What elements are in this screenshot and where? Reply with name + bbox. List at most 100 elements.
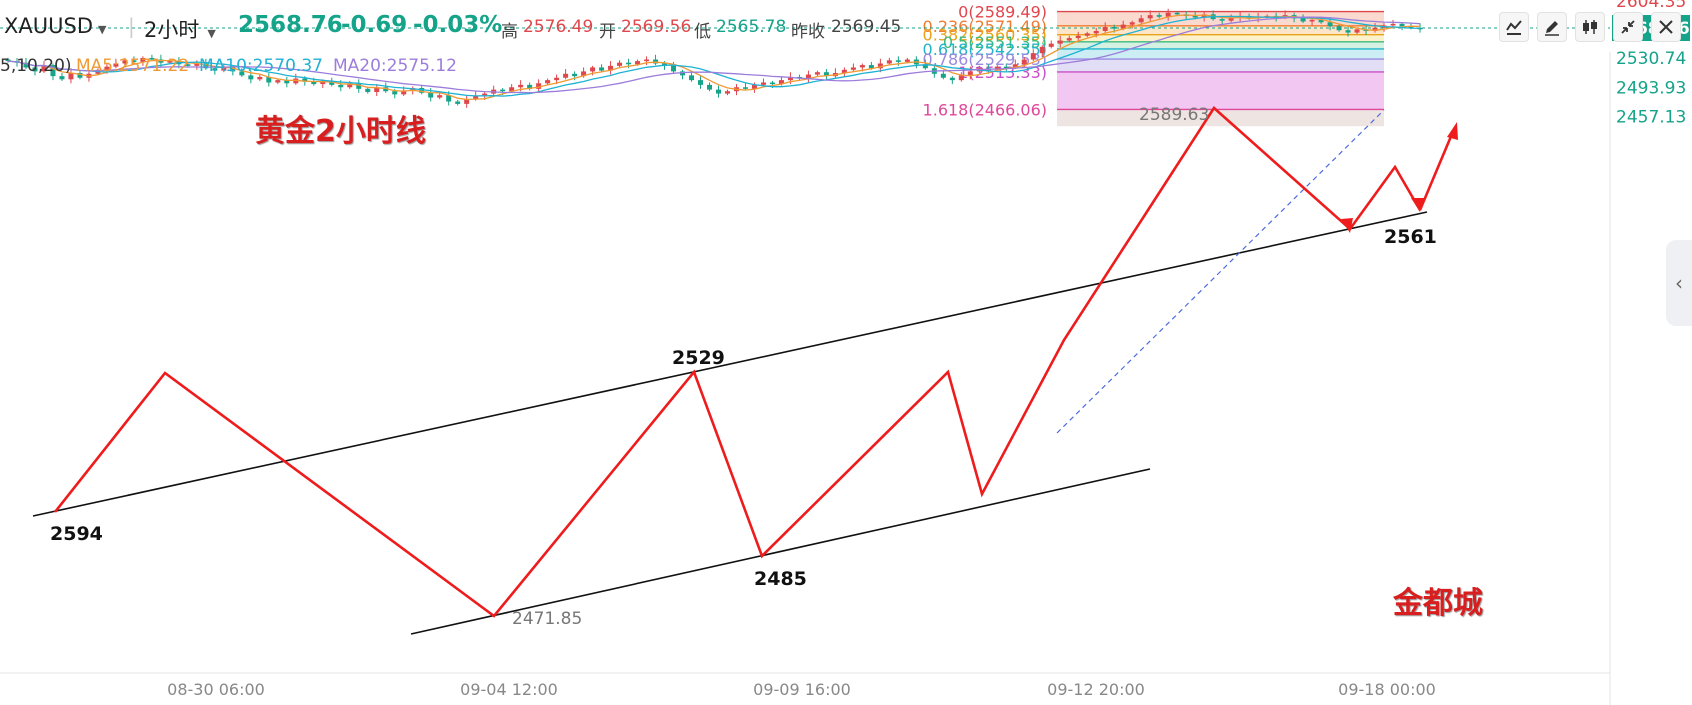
- candle-body: [671, 65, 677, 72]
- low-value: 2565.78: [716, 17, 787, 37]
- arrow-head: [1341, 218, 1353, 233]
- upper-trendline: [32, 211, 1428, 517]
- candle-body: [1138, 18, 1144, 23]
- candle-body: [437, 95, 443, 98]
- y-tick-label: 2457.13: [1616, 107, 1686, 127]
- candle-body: [356, 83, 362, 89]
- candle-body: [23, 62, 29, 68]
- candle-body: [527, 84, 533, 89]
- candle-body: [1327, 22, 1333, 27]
- candle-body: [724, 91, 730, 94]
- chevron-left-icon: ‹: [1675, 271, 1683, 295]
- symbol-label: XAUUSD: [4, 14, 93, 38]
- fib-band-1: [1057, 71, 1384, 110]
- arrow-head: [1411, 198, 1424, 212]
- arrow-head: [1447, 122, 1458, 140]
- candle-body: [1066, 38, 1072, 41]
- candle-body: [68, 72, 74, 80]
- candle-body: [653, 59, 659, 64]
- brand-watermark: 金都城: [1393, 586, 1483, 621]
- candle-body: [1111, 27, 1117, 29]
- candle-body: [500, 89, 506, 92]
- candle-body: [1048, 43, 1054, 47]
- candle-body: [1192, 15, 1198, 18]
- candle-body: [1057, 40, 1063, 44]
- candlestick-icon: [1583, 20, 1597, 34]
- candle-body: [1201, 14, 1207, 18]
- line-chart-button[interactable]: [1499, 12, 1529, 42]
- line-chart-icon: [1506, 20, 1522, 35]
- candle-body: [742, 87, 748, 89]
- close-button[interactable]: [1651, 12, 1681, 42]
- divider: |: [128, 14, 135, 38]
- swing-label-2529: 2529: [672, 347, 725, 369]
- candle-body: [149, 57, 155, 60]
- collapse-button[interactable]: [1613, 12, 1643, 42]
- high-value: 2576.49: [523, 17, 594, 37]
- last-price: 2568.76: [238, 12, 343, 38]
- side-panel-toggle[interactable]: ‹: [1666, 240, 1692, 326]
- swing-low-label: 2471.85: [512, 609, 582, 629]
- candle-body: [599, 67, 605, 71]
- candle-body: [698, 80, 704, 85]
- candle-body: [239, 71, 245, 76]
- fib-band-0.618: [1057, 48, 1384, 60]
- candle-body: [877, 63, 883, 69]
- symbol-selector[interactable]: XAUUSD ▼: [4, 14, 106, 38]
- candle-body: [590, 67, 596, 72]
- ma-params: 5,10,20): [0, 56, 72, 76]
- candle-body: [113, 63, 119, 67]
- candle-body: [635, 61, 641, 65]
- candle-body: [554, 77, 560, 81]
- candle-body: [1408, 26, 1414, 28]
- swing-label-2594: 2594: [50, 523, 103, 545]
- candle-body: [1120, 24, 1126, 29]
- candle-body: [581, 71, 587, 77]
- candle-body: [248, 75, 254, 80]
- y-tick-label: 2604.35: [1616, 0, 1686, 12]
- candle-body: [572, 73, 578, 77]
- candle-body: [419, 88, 425, 93]
- ma10-value: MA10:2570.37: [199, 56, 323, 76]
- fib-label-0.236: 0.236(2571.49): [923, 17, 1047, 36]
- candle-body: [59, 76, 65, 80]
- candle-body: [329, 80, 335, 85]
- fib-label-0.618: 0.618(2542.35): [923, 40, 1047, 59]
- fib-band-0.236: [1057, 25, 1384, 35]
- draw-button[interactable]: [1537, 12, 1567, 42]
- candle-body: [1390, 23, 1396, 26]
- candle-body: [1021, 59, 1027, 65]
- candle-body: [814, 72, 820, 75]
- fib-anchor-line: [1056, 109, 1385, 434]
- candle-body: [518, 84, 524, 88]
- candle-body: [428, 92, 434, 98]
- candle-body: [536, 83, 542, 89]
- candle-body: [1219, 19, 1225, 21]
- candle-body: [1354, 29, 1360, 33]
- candle-body: [464, 99, 470, 104]
- candle-body: [104, 66, 110, 70]
- candle-body: [5, 59, 11, 62]
- fib-band-0.786: [1057, 59, 1384, 72]
- x-tick-label: 09-18 00:00: [1338, 680, 1436, 699]
- candle-style-button[interactable]: [1575, 12, 1605, 42]
- candle-body: [644, 59, 650, 62]
- candle-body: [338, 84, 344, 88]
- candle-body: [77, 72, 83, 78]
- x-tick-label: 09-04 12:00: [460, 680, 558, 699]
- candle-body: [374, 87, 380, 93]
- y-tick-label: 2530.74: [1616, 49, 1686, 69]
- fib-label-0.5: 0.5(2551.35): [943, 33, 1047, 52]
- candle-body: [805, 74, 811, 79]
- candle-body: [850, 67, 856, 70]
- candle-body: [365, 88, 371, 93]
- candle-body: [1165, 12, 1171, 17]
- ma5-value: MA5:2571.22: [76, 56, 190, 76]
- swing-high-label: 2589.63: [1139, 105, 1209, 125]
- prev-close-label: 昨收: [791, 22, 825, 42]
- timeframe-selector[interactable]: 2小时 ▼: [144, 14, 216, 44]
- candle-body: [1093, 30, 1099, 34]
- candle-body: [122, 60, 128, 64]
- candle-body: [626, 62, 632, 65]
